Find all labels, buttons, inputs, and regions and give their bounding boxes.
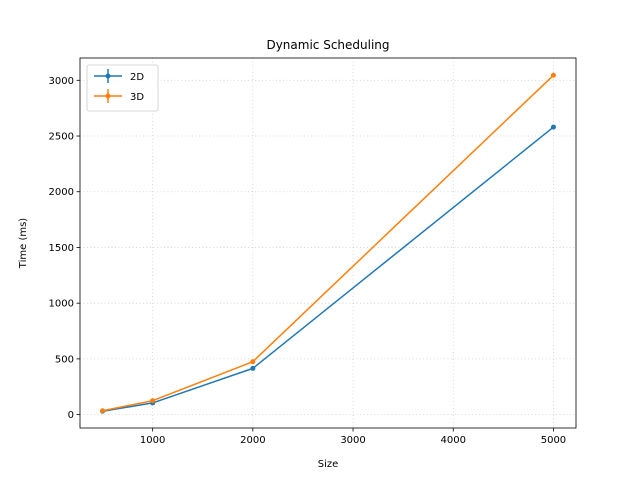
x-tick-label: 1000 <box>140 435 165 446</box>
y-tick-label: 1000 <box>49 299 74 310</box>
x-tick-label: 5000 <box>541 435 566 446</box>
grid-lines <box>80 58 576 428</box>
y-tick-label: 0 <box>68 410 74 421</box>
data-point <box>100 408 106 414</box>
series-layer <box>100 72 556 414</box>
legend-item-2D: 2D <box>94 69 144 83</box>
y-tick-label: 1500 <box>49 243 74 254</box>
plot-frame <box>79 57 577 429</box>
series-3D <box>100 72 556 414</box>
x-tick-label: 4000 <box>441 435 466 446</box>
y-tick-label: 3000 <box>49 76 74 87</box>
y-tick-label: 2000 <box>49 187 74 198</box>
data-point <box>250 359 256 365</box>
x-tick-label: 2000 <box>240 435 265 446</box>
x-tick-label: 3000 <box>340 435 365 446</box>
series-line <box>102 126 554 413</box>
y-axis-label: Time (ms) <box>18 218 29 270</box>
legend-label: 3D <box>130 92 144 103</box>
legend-marker <box>105 93 111 99</box>
y-tick-label: 500 <box>55 354 74 365</box>
legend-box <box>86 64 159 112</box>
legend: 2D 3D <box>86 64 159 112</box>
data-point <box>250 365 256 371</box>
axis-ticks: 1000 2000 3000 4000 5000 0 500 1000 1500 2000 2500… <box>49 76 567 446</box>
data-point <box>550 72 556 78</box>
x-axis-label: Size <box>318 459 339 470</box>
data-point <box>550 124 556 130</box>
data-point <box>150 398 156 404</box>
y-tick-label: 2500 <box>49 132 74 143</box>
legend-marker <box>105 73 111 79</box>
legend-item-3D: 3D <box>94 89 144 103</box>
chart-title: Dynamic Scheduling <box>266 38 389 52</box>
series-line <box>102 74 554 412</box>
legend-label: 2D <box>130 72 144 83</box>
